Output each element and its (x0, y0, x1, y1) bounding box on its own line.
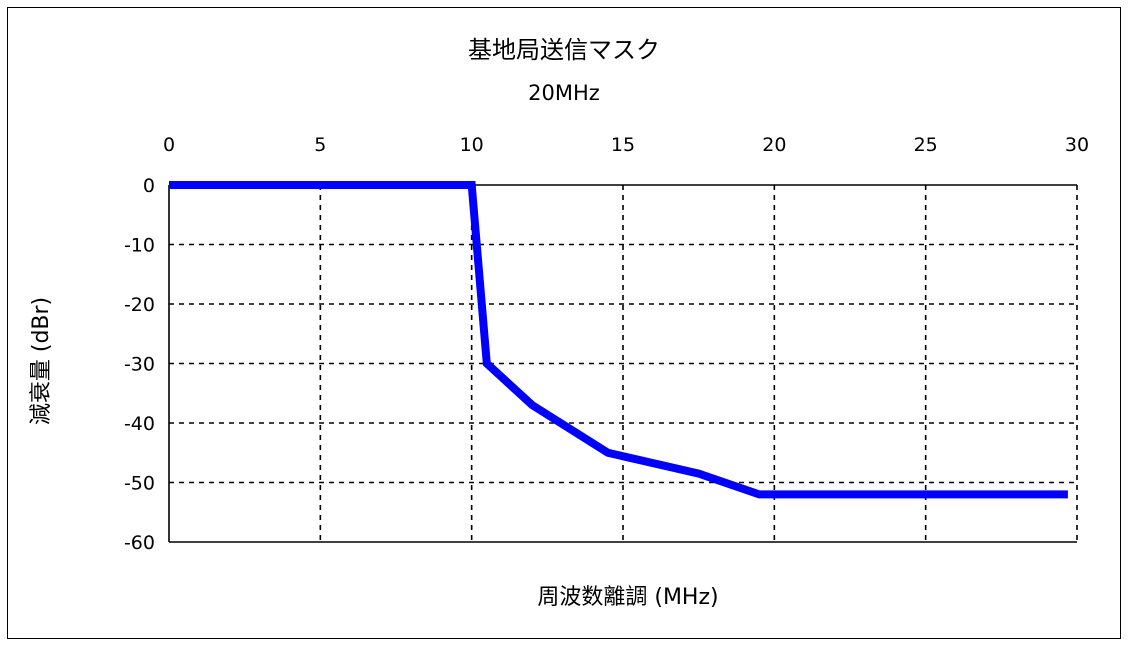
x-tick-label-15: 15 (611, 134, 635, 156)
y-tick-label-neg30: -30 (124, 354, 155, 376)
x-tick-label-5: 5 (314, 134, 326, 156)
y-tick-label-neg40: -40 (124, 413, 155, 435)
y-tick-label-0: 0 (143, 175, 155, 197)
series-layer (169, 181, 1068, 499)
chart-title: 基地局送信マスク (468, 36, 660, 64)
tick-label-layer: 0 5 10 15 20 25 30 0 -10 -20 -30 -40 -50 -60 (124, 134, 1089, 554)
chart-svg: 基地局送信マスク 20MHz 0 5 10 15 20 25 30 0 -10 -20 -30 -40… (29, 36, 1089, 610)
chart-frame: 基地局送信マスク 20MHz 0 5 10 15 20 25 30 0 -10 -20 -30 -40… (7, 7, 1121, 639)
y-tick-label-neg50: -50 (124, 473, 155, 495)
chart-subtitle: 20MHz (528, 81, 600, 105)
x-tick-label-20: 20 (762, 134, 786, 156)
x-tick-label-10: 10 (460, 134, 484, 156)
x-tick-label-25: 25 (914, 134, 938, 156)
grid-layer (169, 185, 1077, 542)
y-tick-label-neg10: -10 (124, 235, 155, 257)
y-tick-label-neg60: -60 (124, 532, 155, 554)
y-tick-label-neg20: -20 (124, 294, 155, 316)
x-tick-label-0: 0 (163, 134, 175, 156)
x-axis-label: 周波数離調 (MHz) (537, 585, 718, 610)
y-axis-label: 減衰量 (dBr) (29, 297, 54, 425)
series-line-0 (169, 181, 1068, 499)
x-tick-label-30: 30 (1065, 134, 1089, 156)
